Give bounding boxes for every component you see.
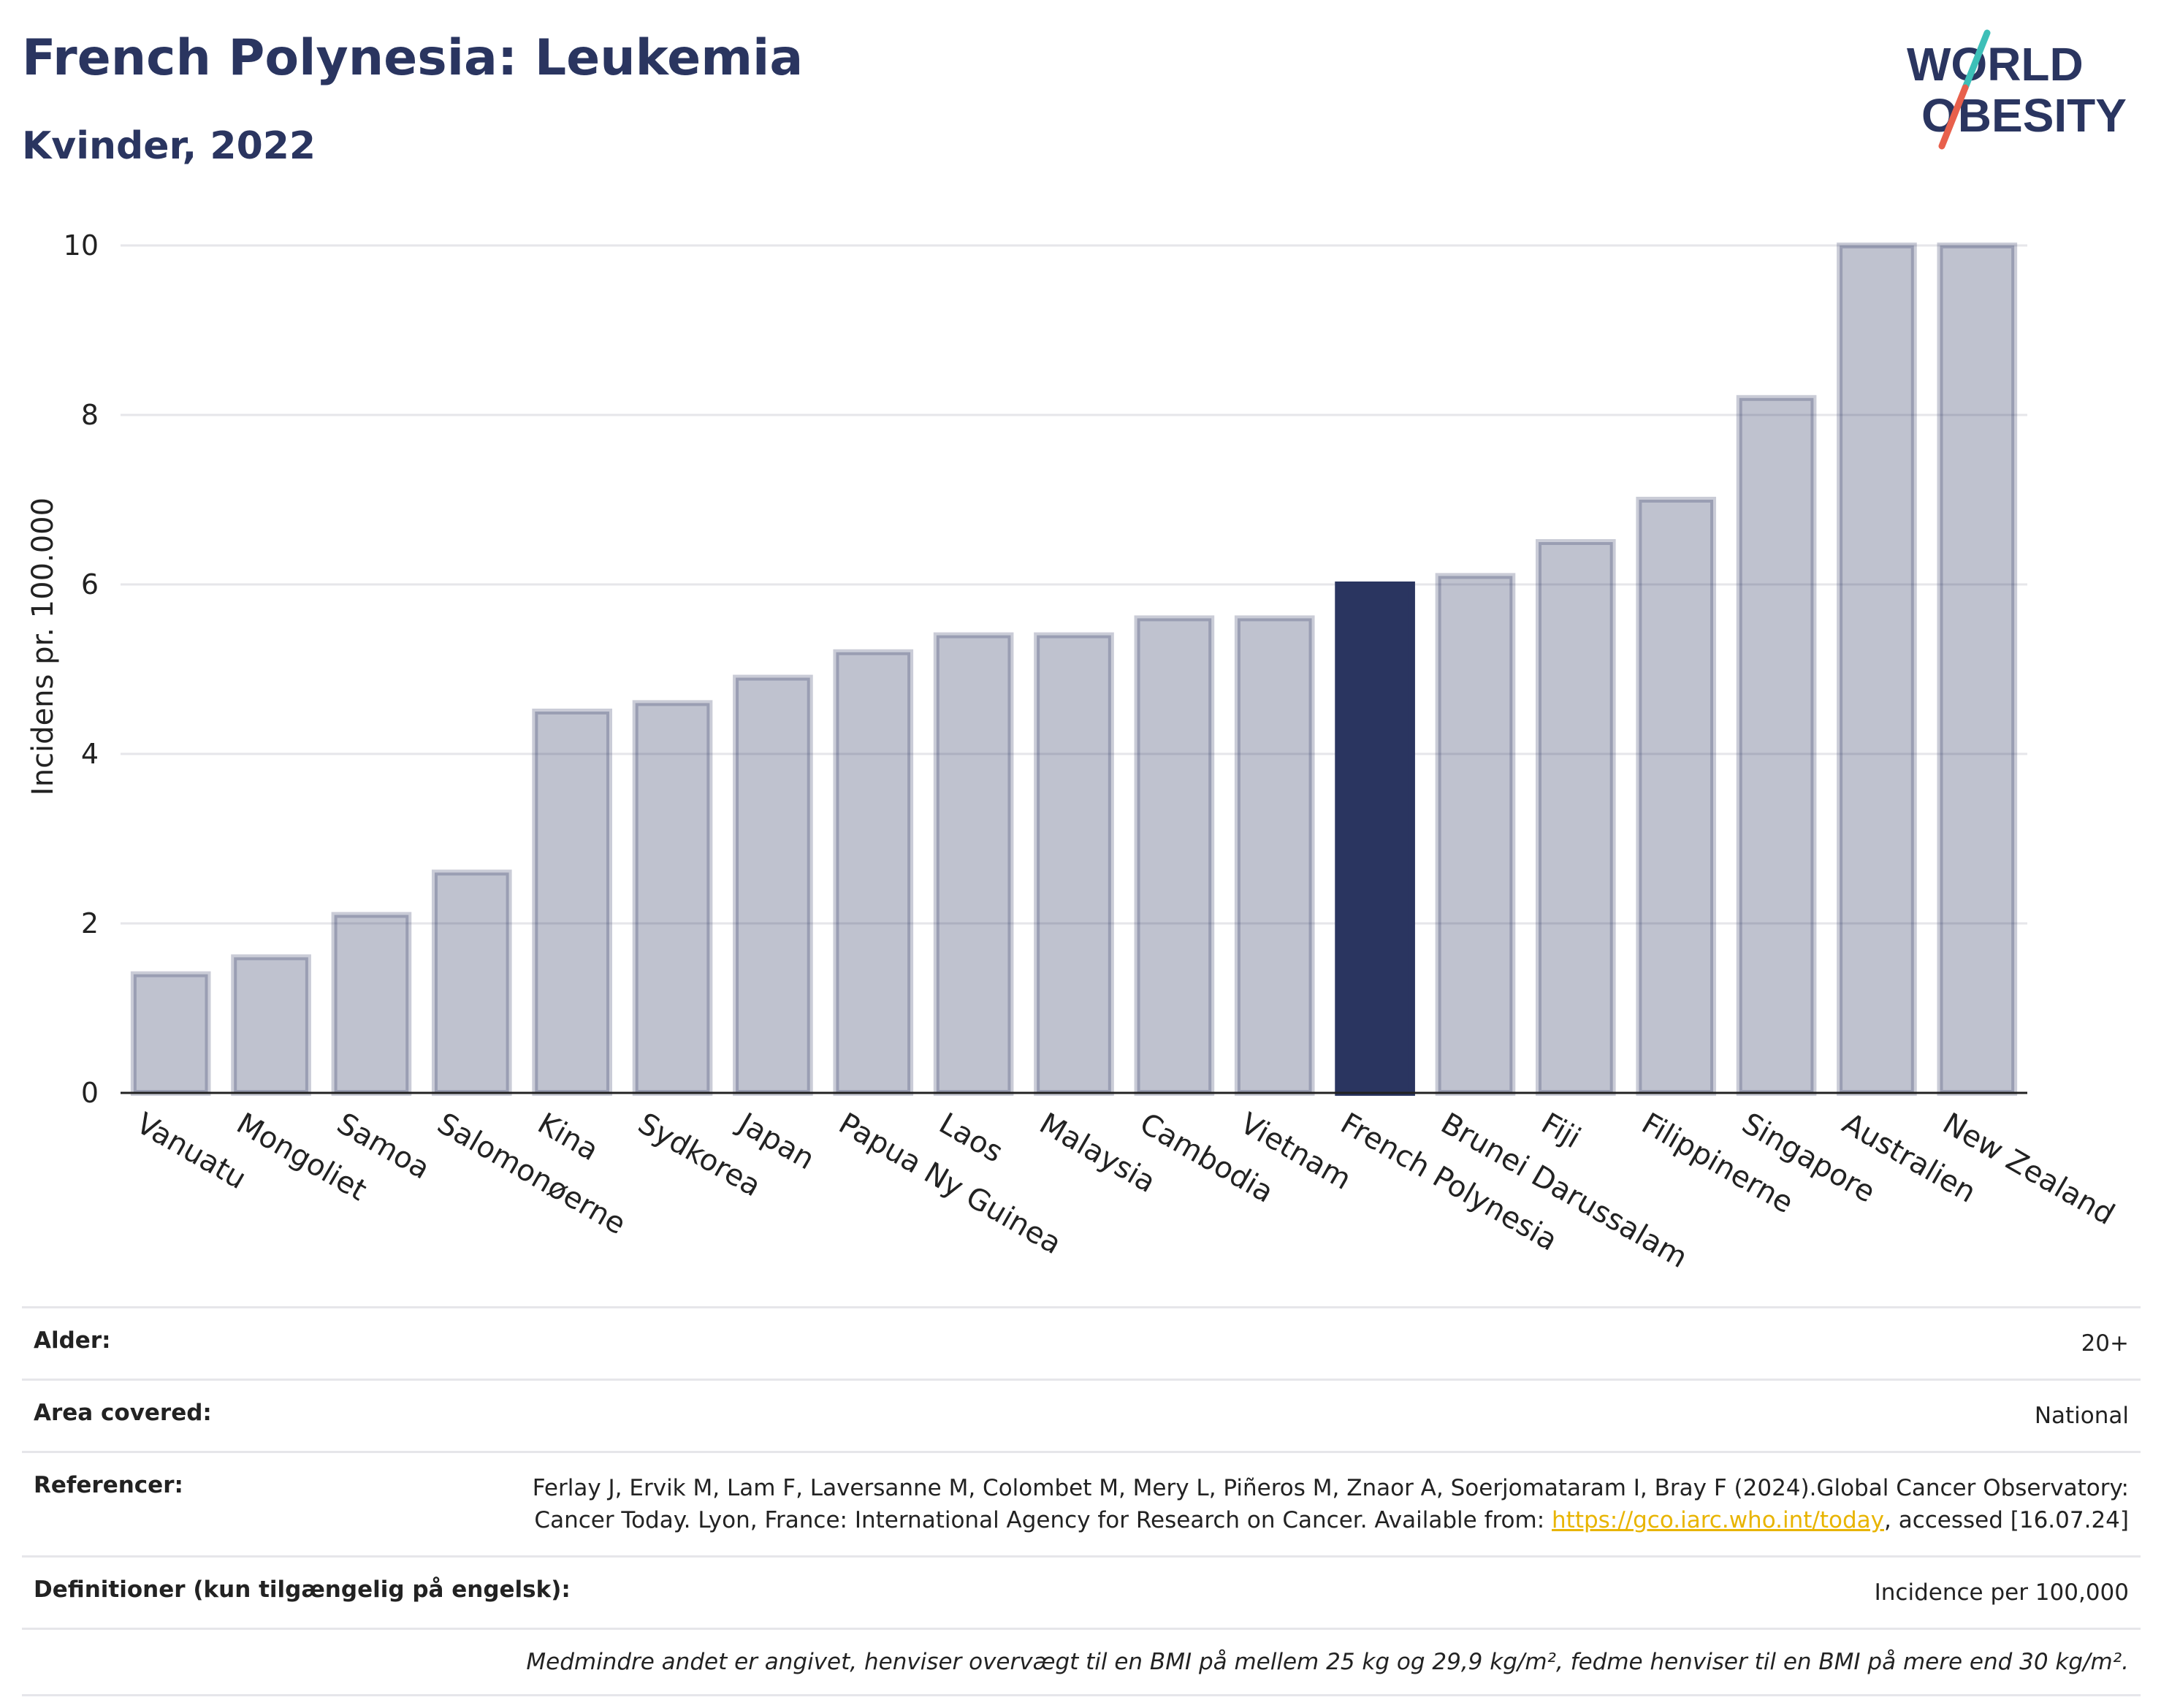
age-label: Alder: [34,1327,111,1354]
bar-chart: 0246810VanuatuMongolietSamoaSalomonøerne… [26,229,2120,1275]
x-tick-label: Laos [934,1107,1009,1170]
bar[interactable] [231,954,311,1097]
bar[interactable] [1937,243,2018,1096]
definitions-label: Definitioner (kun tilgængelig på engelsk… [34,1577,571,1603]
y-tick-label: 0 [81,1077,99,1109]
area-label: Area covered: [34,1400,212,1426]
references-value: Ferlay J, Ervik M, Lam F, Laversanne M, … [485,1472,2129,1536]
meta-row-area: Area covered: National [22,1379,2141,1451]
x-tick-label: New Zealand [1937,1107,2120,1232]
world-obesity-logo: WORLD OBESITY [1907,29,2127,150]
references-link[interactable]: https://gco.iarc.who.int/today [1552,1507,1884,1533]
references-text-1: Ferlay J, Ervik M, Lam F, Laversanne M, … [532,1475,2129,1533]
chart-subtitle: Kvinder, 2022 [22,124,316,168]
bmi-note: Medmindre andet er angivet, henviser ove… [526,1649,2129,1675]
bar[interactable] [632,700,713,1096]
references-label: Referencer: [34,1472,183,1498]
y-tick-label: 10 [64,229,99,262]
y-tick-label: 4 [81,738,99,770]
y-axis-label: Incidens pr. 100.000 [26,497,60,796]
x-tick-label: Kina [532,1107,604,1167]
bar[interactable] [1234,615,1315,1096]
bar[interactable] [1536,539,1616,1096]
y-tick-label: 6 [81,568,99,601]
bar[interactable] [1134,615,1215,1096]
meta-row-references: Referencer: Ferlay J, Ervik M, Lam F, La… [22,1451,2141,1555]
bar[interactable] [1435,573,1516,1096]
age-value: 20+ [2081,1330,2129,1357]
bar[interactable] [1837,243,1917,1096]
x-tick-label: Salomonøerne [432,1107,631,1241]
metadata-table: Alder: 20+ Area covered: National Refere… [22,1306,2141,1696]
bar[interactable] [1034,632,1114,1096]
meta-row-definitions: Definitioner (kun tilgængelig på engelsk… [22,1555,2141,1628]
bar[interactable] [833,649,914,1096]
meta-row-note: Medmindre andet er angivet, henviser ove… [22,1628,2141,1696]
definitions-value: Incidence per 100,000 [1874,1579,2129,1606]
bar[interactable] [1736,394,1817,1096]
y-tick-label: 2 [81,907,99,939]
bar[interactable] [532,709,612,1096]
bar[interactable] [933,632,1014,1096]
bar[interactable] [1636,497,1717,1096]
bar[interactable] [130,971,211,1096]
meta-row-age: Alder: 20+ [22,1306,2141,1379]
bar[interactable] [331,912,412,1097]
y-tick-label: 8 [81,399,99,431]
x-tick-label: Vanuatu [131,1107,252,1196]
chart-title: French Polynesia: Leukemia [22,29,804,87]
x-tick-label: Fiji [1536,1107,1586,1156]
area-value: National [2034,1403,2129,1429]
bar[interactable] [431,869,512,1097]
bar-highlighted[interactable] [1335,582,1415,1096]
bar[interactable] [733,674,813,1096]
logo-line-1: WORLD [1907,38,2084,91]
references-text-2: , accessed [16.07.24] [1883,1507,2129,1533]
